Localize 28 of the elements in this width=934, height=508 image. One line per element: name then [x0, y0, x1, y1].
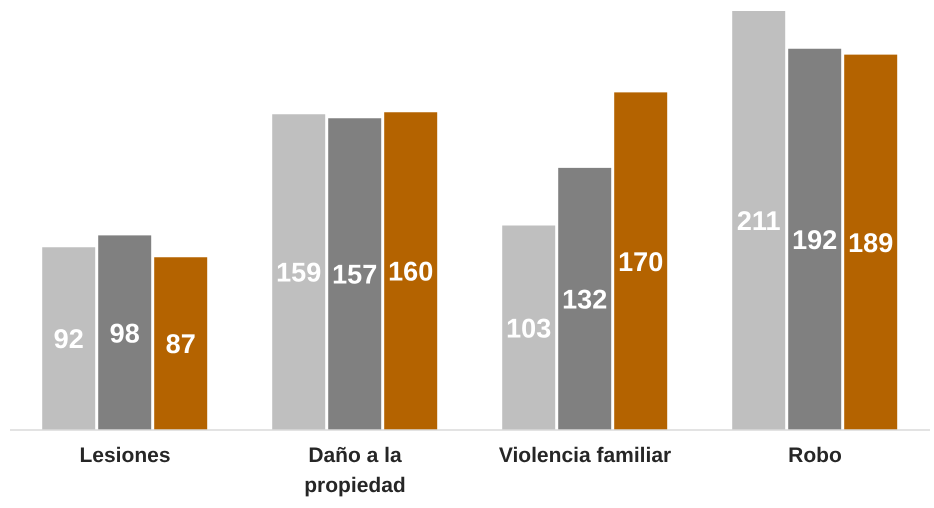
data-label: 132 — [562, 284, 608, 315]
data-label: 87 — [166, 329, 196, 360]
data-label: 211 — [736, 206, 780, 236]
data-label: 170 — [618, 246, 664, 277]
data-label: 160 — [388, 256, 434, 287]
bar — [502, 225, 556, 430]
bar — [328, 118, 382, 430]
data-label: 92 — [54, 324, 84, 354]
x-tick-label: Violencia familiar — [498, 444, 672, 467]
bar — [614, 92, 668, 430]
x-tick-label: Daño a la propiedad — [304, 444, 406, 497]
bar — [558, 168, 612, 430]
bar — [154, 257, 208, 430]
x-tick-label: Lesiones — [79, 444, 171, 467]
bar — [272, 114, 326, 430]
data-label: 189 — [848, 228, 894, 258]
bar — [844, 54, 898, 430]
data-label: 103 — [506, 313, 552, 344]
data-label: 157 — [332, 260, 378, 290]
x-tick-label: Robo — [788, 444, 842, 467]
bar — [732, 11, 786, 430]
data-label: 159 — [276, 258, 322, 288]
bar — [98, 235, 152, 430]
data-label: 98 — [110, 318, 140, 348]
bar — [384, 112, 438, 430]
bar — [42, 247, 96, 430]
bar — [788, 48, 842, 430]
data-label: 192 — [792, 224, 838, 255]
